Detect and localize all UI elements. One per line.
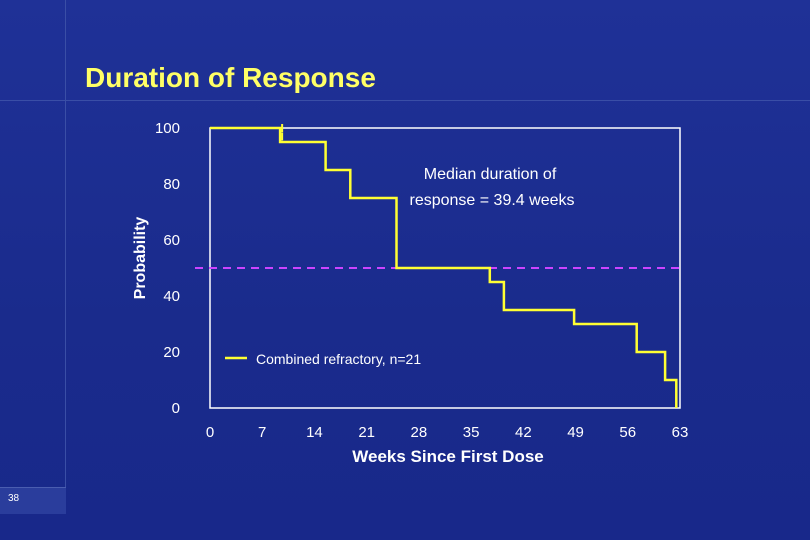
frame-divider-vertical — [65, 0, 66, 512]
x-tick-label: 56 — [619, 424, 636, 441]
y-tick-label: 40 — [163, 288, 180, 305]
x-axis-label: Weeks Since First Dose — [352, 447, 544, 466]
y-tick-label: 100 — [155, 120, 180, 137]
y-axis-label: Probability — [132, 217, 149, 300]
median-annotation-line1: Median duration of — [424, 166, 557, 183]
y-tick-label: 0 — [172, 400, 180, 417]
median-annotation-line2: response = 39.4 weeks — [410, 192, 575, 209]
x-tick-label: 14 — [306, 424, 323, 441]
y-tick-label: 20 — [163, 344, 180, 361]
x-tick-label: 63 — [672, 424, 689, 441]
x-tick-labels: 0 7 14 21 28 35 42 49 56 63 — [206, 424, 689, 441]
legend-label: Combined refractory, n=21 — [256, 351, 421, 367]
page-number-tab — [0, 487, 66, 514]
frame-divider-horizontal — [0, 100, 810, 101]
x-tick-label: 42 — [515, 424, 532, 441]
x-tick-label: 7 — [258, 424, 266, 441]
x-tick-label: 49 — [567, 424, 584, 441]
y-tick-label: 80 — [163, 176, 180, 193]
x-tick-label: 28 — [411, 424, 428, 441]
x-tick-label: 21 — [358, 424, 375, 441]
x-tick-label: 0 — [206, 424, 214, 441]
y-tick-labels: 100 80 60 40 20 0 — [155, 120, 180, 417]
page-number: 38 — [8, 493, 20, 504]
slide-title: Duration of Response — [85, 62, 376, 93]
x-tick-label: 35 — [463, 424, 480, 441]
y-tick-label: 60 — [163, 232, 180, 249]
km-step-curve — [210, 126, 678, 408]
